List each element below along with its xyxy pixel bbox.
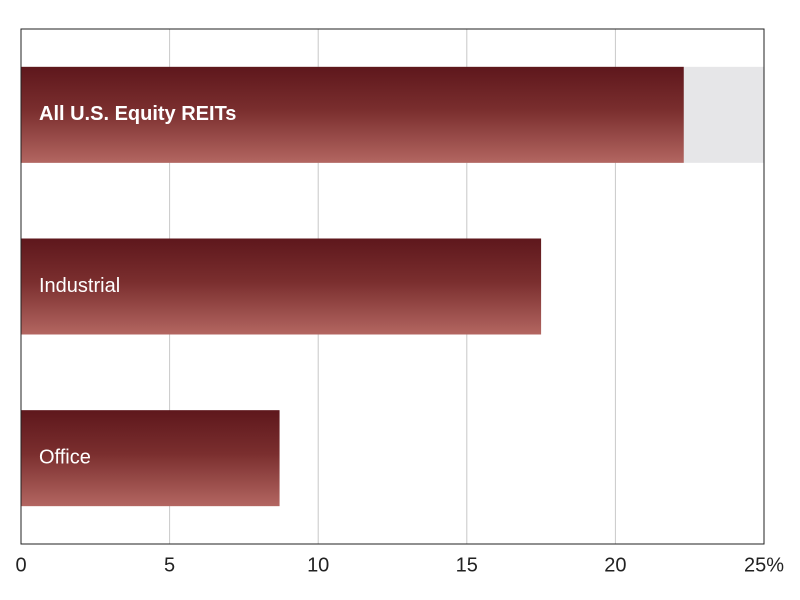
x-tick-label: 10: [307, 554, 329, 576]
bar-label: All U.S. Equity REITs: [39, 103, 236, 125]
x-tick-label: 0: [15, 554, 26, 576]
x-tick-label: 5: [164, 554, 175, 576]
bar: [21, 410, 280, 507]
bar-label: Industrial: [39, 275, 120, 297]
plot-frame: [20, 28, 765, 545]
x-tick-label: 20: [604, 554, 626, 576]
bar-label: Office: [39, 446, 91, 468]
x-tick-label: 25%: [744, 554, 784, 576]
x-tick-label: 15: [456, 554, 478, 576]
bar: [21, 66, 684, 163]
bar: [21, 238, 542, 335]
